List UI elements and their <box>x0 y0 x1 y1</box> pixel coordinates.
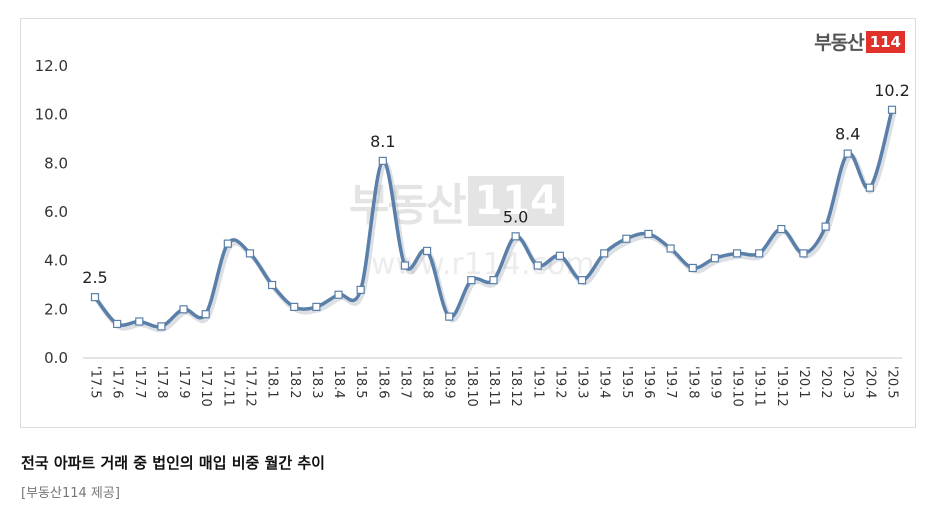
data-point-marker <box>644 229 653 238</box>
series-line-shadow <box>95 112 897 333</box>
data-point-marker <box>688 263 697 273</box>
data-point-marker <box>268 280 277 290</box>
caption-title: 전국 아파트 거래 중 법인의 매입 비중 월간 추이 <box>21 454 325 472</box>
x-tick-label: '17.6 <box>110 366 125 399</box>
data-point-marker <box>710 254 719 263</box>
data-point-marker <box>245 249 255 258</box>
x-tick-label: '19.4 <box>597 366 612 399</box>
y-tick-label: 12.0 <box>35 57 68 75</box>
x-tick-label: '20.1 <box>796 366 811 399</box>
data-point-marker <box>555 251 565 260</box>
x-tick-label: '20.2 <box>818 366 833 399</box>
data-point-marker <box>334 290 343 299</box>
data-label: 8.4 <box>835 125 860 144</box>
data-point-marker <box>400 261 410 270</box>
brand-logo-text: 부동산 <box>814 32 864 54</box>
x-tick-label: '19.9 <box>707 366 722 399</box>
y-tick-label: 2.0 <box>44 300 68 318</box>
x-tick-label: '19.6 <box>641 366 656 399</box>
data-point-marker <box>865 183 874 192</box>
data-point-marker <box>422 246 432 256</box>
y-tick-label: 4.0 <box>44 252 68 270</box>
x-tick-label: '17.5 <box>88 366 103 399</box>
x-tick-label: '18.10 <box>464 366 479 407</box>
data-point-marker <box>755 249 764 258</box>
data-point-marker <box>732 249 742 258</box>
x-tick-label: '18.4 <box>331 366 346 399</box>
x-tick-label: '17.10 <box>198 366 213 407</box>
x-tick-label: '18.8 <box>420 366 435 399</box>
x-tick-label: '18.9 <box>442 366 457 399</box>
data-label: 8.1 <box>370 132 395 151</box>
data-point-marker <box>622 234 631 243</box>
data-point-marker <box>445 312 454 321</box>
line-chart: 0.0 2.0 4.0 6.0 8.0 10.0 12.0 '17.5 '17.6 '17.7 '1… <box>35 57 910 407</box>
data-label: 2.5 <box>82 268 107 287</box>
x-tick-label: '19.7 <box>663 366 678 399</box>
data-point-marker <box>113 319 122 329</box>
x-tick-label: '19.1 <box>530 366 545 399</box>
data-point-marker <box>290 302 299 311</box>
brand-logo: 부동산 114 <box>814 28 905 55</box>
data-point-marker <box>179 305 188 314</box>
x-tick-label: '19.8 <box>685 366 700 399</box>
x-tick-label: '19.12 <box>774 366 789 407</box>
x-tick-label: '18.3 <box>309 366 324 399</box>
data-point-marker <box>887 105 897 114</box>
data-point-marker <box>135 317 144 326</box>
data-point-marker <box>157 322 166 331</box>
x-tick-label: '20.3 <box>840 366 855 399</box>
data-point-marker <box>777 224 786 234</box>
y-tick-label: 8.0 <box>44 154 68 172</box>
brand-logo-number: 114 <box>865 30 905 53</box>
y-tick-label: 10.0 <box>35 106 68 124</box>
y-tick-label: 0.0 <box>44 349 68 367</box>
data-point-marker <box>511 232 520 241</box>
data-point-marker <box>378 156 387 165</box>
x-tick-label: '18.6 <box>375 366 390 399</box>
data-label: 5.0 <box>503 207 528 226</box>
data-label: 10.2 <box>874 81 910 100</box>
x-tick-label: '17.12 <box>242 366 257 407</box>
x-tick-label: '17.11 <box>220 366 235 407</box>
x-tick-label: '18.12 <box>508 366 523 407</box>
x-tick-label: '19.2 <box>552 366 567 399</box>
data-point-marker <box>666 244 675 253</box>
y-tick-label: 6.0 <box>44 203 68 221</box>
data-point-marker <box>821 222 830 231</box>
x-tick-label: '20.5 <box>885 366 900 399</box>
data-point-marker <box>600 249 609 258</box>
x-tick-label: '18.11 <box>486 366 501 407</box>
x-tick-label: '19.11 <box>752 366 767 407</box>
data-point-marker <box>312 302 321 311</box>
x-tick-label: '17.7 <box>132 366 147 399</box>
data-point-marker <box>489 276 498 285</box>
x-tick-label: '20.4 <box>862 366 877 399</box>
x-tick-label: '17.9 <box>176 366 191 399</box>
caption-source: [부동산114 제공] <box>21 486 120 501</box>
data-point-marker <box>201 310 210 319</box>
data-point-marker <box>843 149 852 158</box>
x-tick-label: '19.3 <box>575 366 590 399</box>
data-point-marker <box>356 285 365 294</box>
data-point-marker <box>90 293 100 302</box>
x-tick-label: '19.10 <box>730 366 745 407</box>
x-tick-label: '18.5 <box>353 366 368 399</box>
x-tick-label: '18.1 <box>265 366 280 399</box>
data-point-marker <box>577 276 587 285</box>
x-tick-label: '19.5 <box>619 366 634 399</box>
x-tick-label: '18.2 <box>287 366 302 399</box>
data-point-marker <box>223 239 232 248</box>
x-tick-label: '18.7 <box>397 366 412 399</box>
data-point-marker <box>799 249 808 258</box>
data-point-marker <box>467 276 476 285</box>
data-point-marker <box>533 261 542 270</box>
x-tick-label: '17.8 <box>154 366 169 399</box>
